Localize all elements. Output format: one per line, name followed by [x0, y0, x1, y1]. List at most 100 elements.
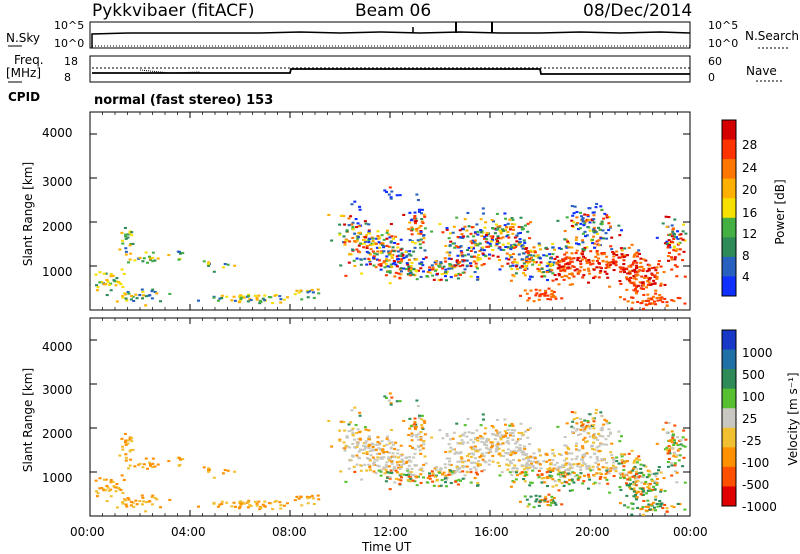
velocity-cell: [447, 473, 451, 476]
velocity-cell: [353, 470, 357, 473]
velocity-cell: [522, 445, 526, 448]
power-cell: [428, 266, 431, 269]
velocity-cell: [406, 479, 410, 482]
power-cell: [485, 233, 488, 236]
power-cell: [635, 285, 639, 288]
velocity-cell: [551, 452, 555, 455]
power-cell: [538, 294, 542, 297]
velocity-cell: [653, 506, 656, 509]
power-cell: [521, 244, 525, 247]
power-cell: [278, 295, 282, 298]
velocity-cell: [641, 506, 645, 509]
power-cell: [146, 261, 149, 264]
velocity-ytick: 1000: [42, 471, 73, 485]
power-cell: [628, 271, 632, 274]
velocity-cell: [119, 489, 123, 492]
power-cell: [141, 290, 145, 293]
velocity-cell: [271, 508, 275, 511]
power-cell: [469, 249, 473, 252]
velocity-cell: [671, 436, 675, 439]
power-cell: [483, 226, 487, 229]
velocity-cell: [477, 460, 481, 463]
power-cell: [459, 254, 462, 257]
nsky-tick-bottom: 10^0: [54, 37, 85, 50]
velocity-cell: [580, 424, 584, 427]
power-cell: [637, 270, 641, 273]
velocity-cell: [597, 450, 601, 453]
power-cell: [498, 259, 501, 262]
power-cell: [636, 274, 640, 277]
power-cell: [518, 266, 522, 269]
power-cell: [485, 238, 489, 241]
power-cell: [596, 253, 600, 256]
velocity-cell: [683, 508, 687, 511]
velocity-cell: [552, 500, 555, 503]
power-cell: [570, 273, 574, 276]
power-cell: [542, 254, 546, 257]
power-cell: [330, 239, 334, 242]
power-cell: [338, 233, 342, 236]
power-cell: [609, 261, 613, 264]
velocity-cell: [364, 446, 367, 449]
power-cell: [565, 251, 569, 254]
velocity-cell: [642, 499, 646, 502]
power-cell: [316, 288, 320, 291]
velocity-cell: [476, 439, 480, 442]
velocity-cell: [559, 453, 563, 456]
velocity-cell: [598, 434, 602, 437]
power-cell: [391, 262, 395, 265]
velocity-cell: [583, 419, 587, 422]
velocity-cell: [552, 496, 556, 499]
power-cell: [351, 236, 355, 239]
velocity-cell: [389, 402, 393, 405]
velocity-cell: [511, 424, 515, 427]
velocity-cell: [127, 498, 131, 501]
power-cell: [306, 296, 310, 299]
velocity-cell: [278, 501, 282, 504]
power-cell: [239, 297, 243, 300]
power-cell: [670, 299, 674, 302]
velocity-cell: [444, 466, 448, 469]
power-cell: [308, 290, 312, 293]
velocity-cell: [389, 403, 393, 406]
power-cell: [124, 250, 128, 253]
power-cell: [611, 258, 615, 261]
power-cell: [525, 292, 529, 295]
freq-label: Freq.: [14, 53, 44, 67]
power-cell: [499, 231, 503, 234]
power-cell: [644, 299, 648, 302]
power-cell: [239, 296, 243, 299]
power-cell: [402, 256, 406, 259]
power-cell: [423, 249, 427, 252]
power-cell: [653, 274, 657, 277]
power-cell: [587, 219, 591, 222]
velocity-cell: [497, 453, 501, 456]
power-cbar-tick: 16: [742, 206, 758, 220]
power-cell: [586, 215, 590, 218]
velocity-cell: [345, 435, 349, 438]
power-cell: [207, 262, 210, 265]
velocity-cell: [449, 463, 453, 466]
power-cell: [634, 287, 638, 290]
power-cell: [600, 220, 604, 223]
velocity-cell: [672, 452, 676, 455]
power-cell: [370, 242, 374, 245]
velocity-cell: [372, 461, 376, 464]
power-cell: [359, 263, 363, 266]
velocity-cell: [218, 503, 222, 506]
velocity-cell: [591, 468, 595, 471]
velocity-cell: [496, 446, 499, 449]
velocity-cell: [575, 474, 579, 477]
velocity-cell: [620, 472, 624, 475]
velocity-cell: [662, 477, 666, 480]
power-cell: [601, 229, 605, 232]
velocity-cell: [528, 466, 531, 469]
velocity-cell: [415, 484, 419, 487]
power-cell: [589, 263, 593, 266]
power-cell: [368, 232, 372, 235]
velocity-colorbar-segment: [722, 369, 736, 390]
power-cell: [481, 231, 485, 234]
power-cell: [150, 297, 154, 300]
velocity-cell: [647, 484, 651, 487]
velocity-cell: [657, 469, 660, 472]
